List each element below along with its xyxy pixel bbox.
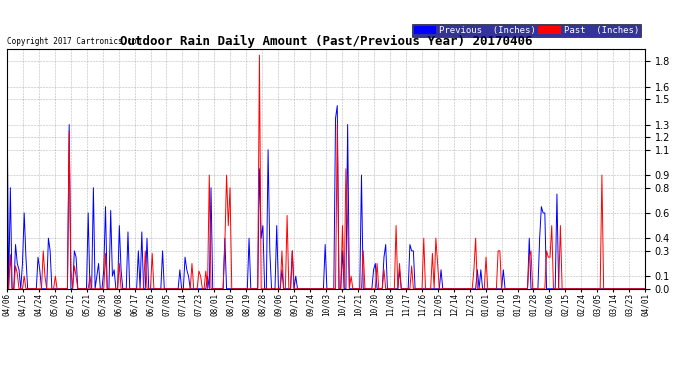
Legend: Previous  (Inches), Past  (Inches): Previous (Inches), Past (Inches) — [412, 24, 640, 37]
Title: Outdoor Rain Daily Amount (Past/Previous Year) 20170406: Outdoor Rain Daily Amount (Past/Previous… — [120, 34, 532, 48]
Text: Copyright 2017 Cartronics.com: Copyright 2017 Cartronics.com — [7, 38, 141, 46]
